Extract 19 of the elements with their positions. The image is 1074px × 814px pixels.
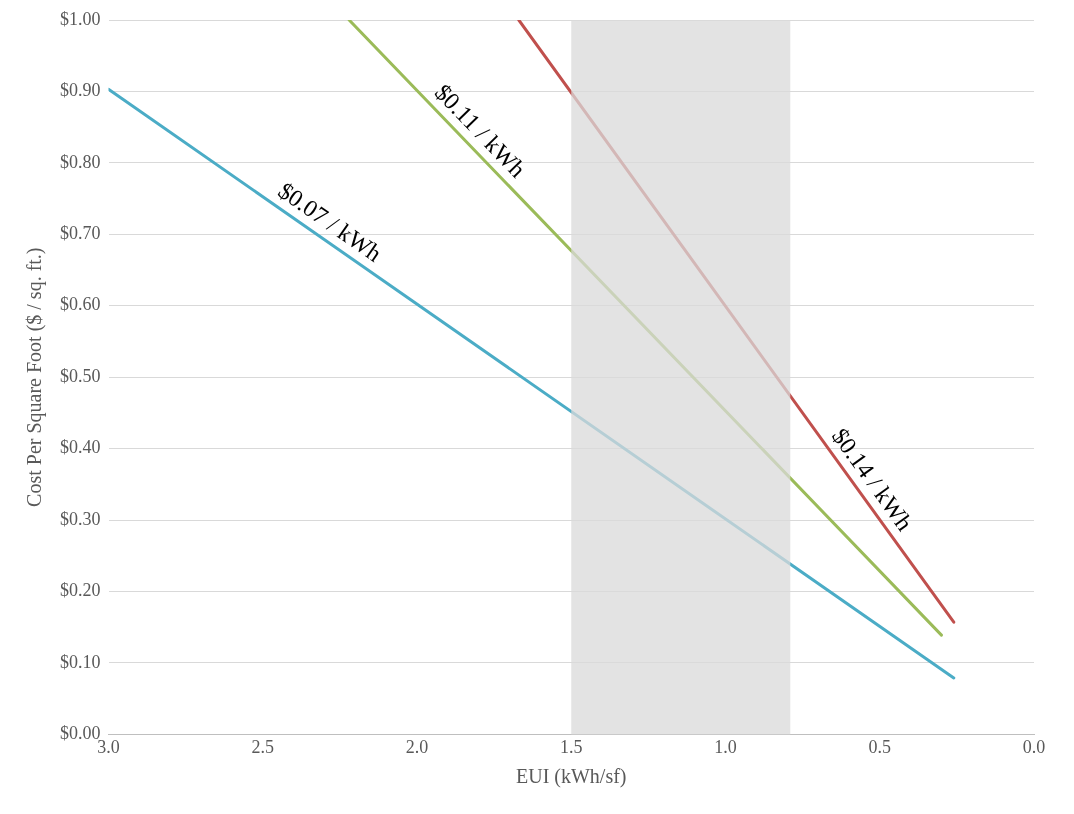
x-tick-label: 1.0 — [714, 736, 737, 757]
x-tick-label: 2.5 — [251, 736, 274, 757]
y-tick-label: $0.90 — [60, 80, 101, 101]
x-tick-label: 2.0 — [405, 736, 429, 757]
text: $0.07 / kWh — [273, 177, 387, 267]
y-tick-label: $0.80 — [60, 151, 101, 172]
y-tick-label: $1.00 — [60, 8, 101, 29]
y-tick-label: $0.40 — [60, 437, 101, 458]
x-tick-label: 0.5 — [868, 736, 891, 757]
y-axis-title: Cost Per Square Foot ($ / sq. ft.) — [23, 247, 47, 507]
x-axis-title: EUI (kWh/sf) — [515, 765, 627, 789]
y-tick-label: $0.20 — [60, 580, 101, 601]
x-tick-label: 1.5 — [560, 736, 583, 757]
y-tick-label: $0.60 — [60, 294, 101, 315]
y-tick-label: $0.50 — [60, 365, 101, 386]
y-tick-label: $0.70 — [60, 223, 101, 244]
x-tick-label: 0.0 — [1022, 736, 1046, 757]
y-tick-label: $0.10 — [60, 651, 101, 672]
y-tick-label: $0.30 — [60, 508, 101, 529]
